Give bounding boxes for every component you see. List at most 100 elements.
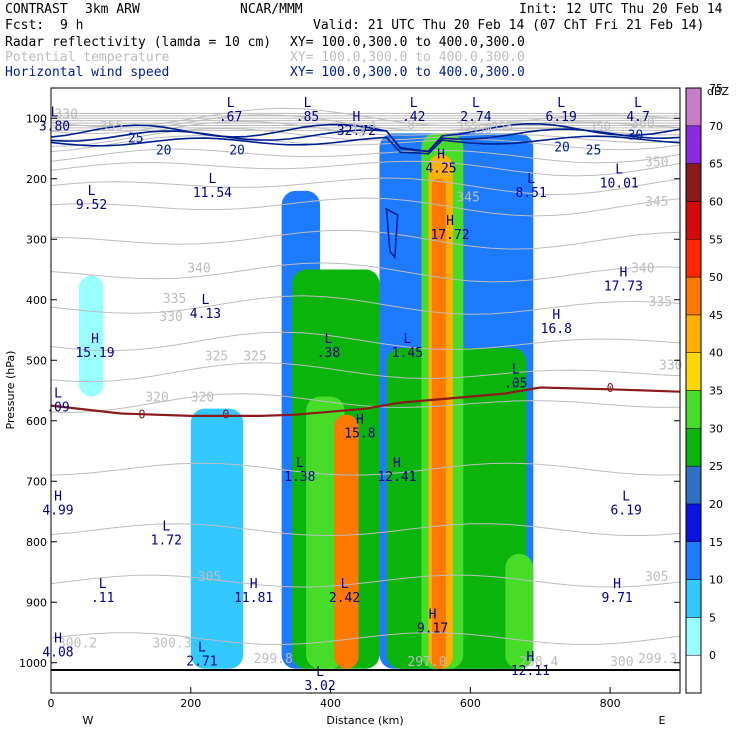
y-tick-label-4: 500	[26, 354, 47, 367]
extremum-6: L6.19	[546, 96, 577, 125]
extremum-value: 15.8	[344, 427, 375, 442]
extremum-value: 4.13	[190, 307, 221, 322]
extremum-19: L1.45	[392, 332, 423, 361]
extremum-value: 6.19	[546, 110, 577, 125]
extremum-11: L8.51	[515, 172, 546, 201]
wind-label-1: 20	[156, 144, 172, 159]
extremum-value: .42	[402, 110, 425, 125]
x-tick-label-1: 200	[180, 697, 201, 710]
colorbar-swatch-3	[685, 541, 702, 580]
colorbar-swatch-9	[685, 314, 702, 353]
colorbar-label-12: 60	[709, 195, 723, 208]
theta-label-10: 335	[163, 292, 186, 307]
extremum-34: H4.08	[42, 632, 73, 661]
extremum-kind: L	[296, 456, 304, 471]
field-2-name: Potential temperature	[5, 50, 170, 65]
extremum-16: H16.8	[541, 308, 572, 337]
extremum-kind: L	[404, 332, 412, 347]
colorbar-label-4: 20	[709, 498, 723, 511]
extremum-value: 2.42	[329, 591, 360, 606]
theta-label-11: 330	[159, 310, 182, 325]
theta-contour-12	[50, 331, 681, 352]
annotation-0: 355	[456, 119, 478, 133]
extremum-kind: H	[429, 607, 437, 622]
annotation-1: 350	[470, 122, 492, 136]
extremum-value: .11	[91, 591, 114, 606]
colorbar-swatch-1	[685, 617, 702, 656]
x-tick-label-4: 800	[600, 697, 621, 710]
extremum-5: L2.74	[460, 96, 491, 125]
extremum-value: 32.72	[337, 124, 376, 139]
extremum-26: L6.19	[611, 489, 642, 518]
extremum-14: H17.73	[604, 266, 643, 295]
wind-contour-0	[50, 135, 681, 155]
theta-label-8: 305	[645, 570, 668, 585]
extremum-15: L4.13	[190, 293, 221, 322]
extremum-kind: H	[250, 577, 258, 592]
colorbar-label-3: 15	[709, 536, 723, 549]
theta-contour-14	[50, 393, 681, 414]
theta-label-3: 350	[645, 156, 668, 171]
theta-contour-11	[50, 295, 681, 315]
extremum-32: H9.17	[417, 607, 448, 636]
theta-label-14: 320	[145, 390, 168, 405]
y-tick-label-2: 300	[26, 233, 47, 246]
colorbar-swatch-10	[685, 276, 702, 316]
theta-label-22: 299.3	[638, 652, 677, 667]
theta-contour-13	[50, 362, 681, 383]
extremum-23: L1.38	[284, 456, 315, 485]
theta-contour-5	[50, 148, 681, 164]
freezing-label-0: 0	[138, 408, 145, 422]
colorbar-label-5: 25	[709, 460, 723, 473]
x-end-label-west: W	[83, 714, 94, 727]
theta-label-23: 345	[456, 191, 479, 206]
extremum-0: L3.80	[39, 105, 70, 134]
extremum-kind: H	[437, 148, 445, 163]
colorbar-label-0: 0	[709, 649, 716, 662]
plot-frame	[50, 87, 681, 694]
extremum-value: 15.19	[75, 346, 114, 361]
extremum-kind: H	[91, 332, 99, 347]
valid-time: Valid: 21 UTC Thu 20 Feb 14 (07 ChT Fri …	[313, 18, 705, 33]
theta-label-7: 330	[659, 358, 682, 373]
wind-label-0: 25	[128, 131, 144, 146]
theta-contour-10	[50, 262, 681, 283]
extremum-29: H11.81	[234, 577, 273, 606]
field-1-xy: XY= 100.0,300.0 to 400.0,300.0	[290, 35, 525, 50]
annotation-6: 3	[359, 125, 366, 139]
extremum-value: 10.01	[600, 177, 639, 192]
theta-label-12: 325	[205, 349, 228, 364]
extremum-kind: L	[202, 293, 210, 308]
center-name: NCAR/MMM	[240, 2, 303, 17]
colorbar-label-2: 10	[709, 574, 723, 587]
extremum-value: 12.41	[377, 470, 416, 485]
colorbar-label-6: 30	[709, 422, 723, 435]
extremum-kind: H	[613, 577, 621, 592]
extremum-value: .09	[46, 401, 69, 416]
colorbar-label-1: 5	[709, 611, 716, 624]
extremum-value: 17.73	[604, 280, 643, 295]
theta-contour-6	[50, 160, 681, 177]
annotation-8: 8	[407, 118, 414, 132]
colorbar-swatch-6	[685, 428, 702, 467]
colorbar-swatch-12	[685, 201, 702, 240]
extremum-value: 2.71	[186, 655, 217, 670]
product-title: CONTRAST	[5, 2, 68, 17]
extremum-kind: L	[634, 96, 642, 111]
fcst-label: Fcst:	[5, 18, 45, 33]
colorbar-label-13: 65	[709, 158, 723, 171]
extremum-value: .38	[317, 346, 340, 361]
fcst-value: 9 h	[60, 18, 84, 33]
extremum-10: L11.54	[193, 172, 232, 201]
reflectivity-column-1	[190, 408, 244, 669]
theta-label-21: 298.4	[519, 655, 558, 670]
extremum-kind: L	[54, 387, 62, 402]
extremum-35: L3.02	[304, 665, 335, 694]
freezing-label-1: 0	[222, 408, 229, 422]
extremum-7: L4.7	[626, 96, 649, 125]
extremum-value: 3.80	[39, 119, 70, 134]
colorbar-swatch-15	[685, 87, 702, 127]
y-tick-label-6: 700	[26, 475, 47, 488]
extremum-value: 4.08	[42, 646, 73, 661]
